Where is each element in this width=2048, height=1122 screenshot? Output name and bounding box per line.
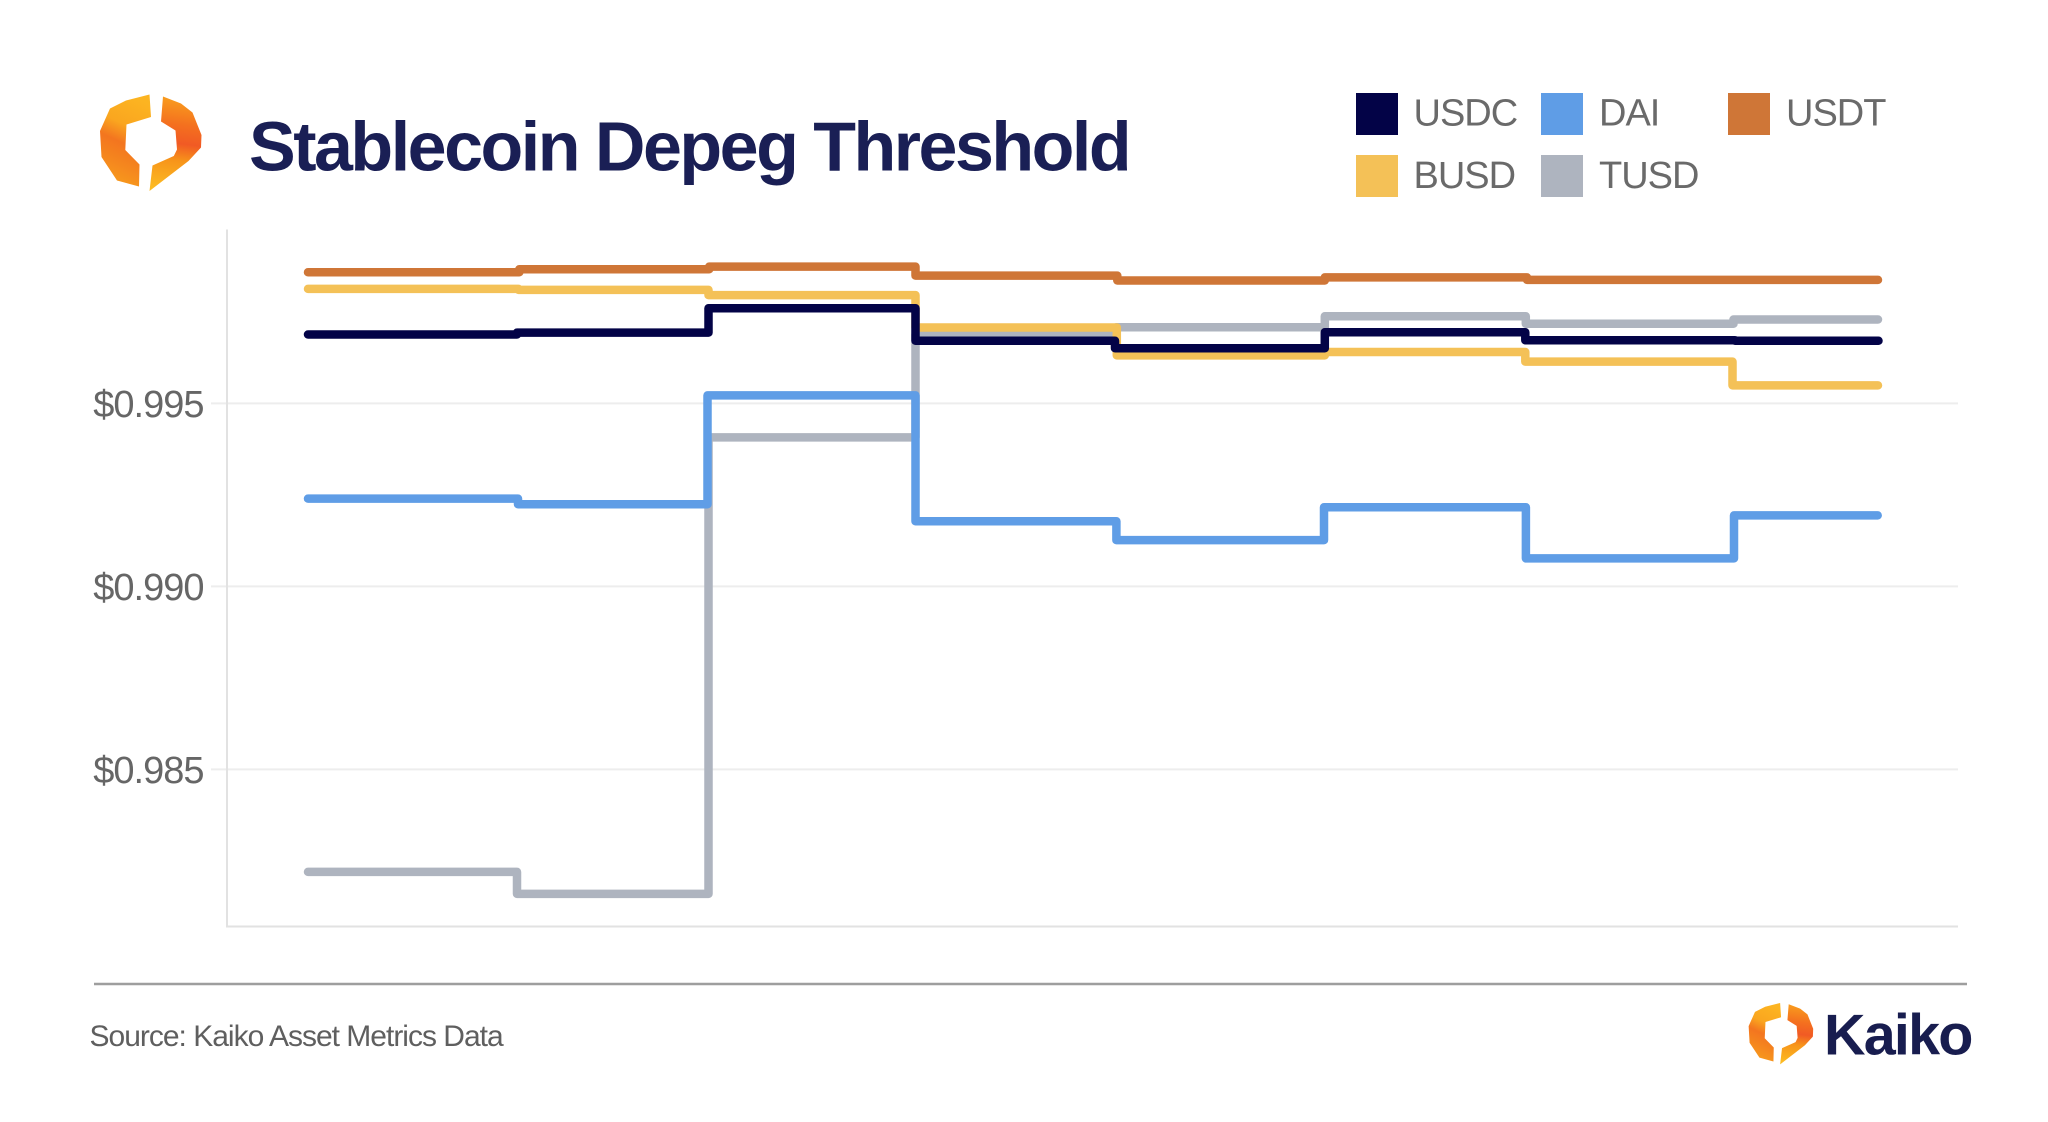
svg-text:BUSD: BUSD xyxy=(1414,155,1516,197)
svg-text:DAI: DAI xyxy=(1599,93,1659,135)
svg-text:Stablecoin Depeg Threshold: Stablecoin Depeg Threshold xyxy=(249,108,1129,186)
svg-text:USDT: USDT xyxy=(1786,93,1886,135)
svg-text:USDC: USDC xyxy=(1414,93,1518,135)
svg-text:TUSD: TUSD xyxy=(1599,155,1698,197)
svg-text:$0.990: $0.990 xyxy=(93,567,203,609)
svg-text:Source: Kaiko Asset Metrics Da: Source: Kaiko Asset Metrics Data xyxy=(90,1020,504,1053)
svg-text:Kaiko: Kaiko xyxy=(1824,1004,1972,1068)
svg-text:$0.985: $0.985 xyxy=(93,750,203,792)
svg-text:$0.995: $0.995 xyxy=(93,384,203,426)
